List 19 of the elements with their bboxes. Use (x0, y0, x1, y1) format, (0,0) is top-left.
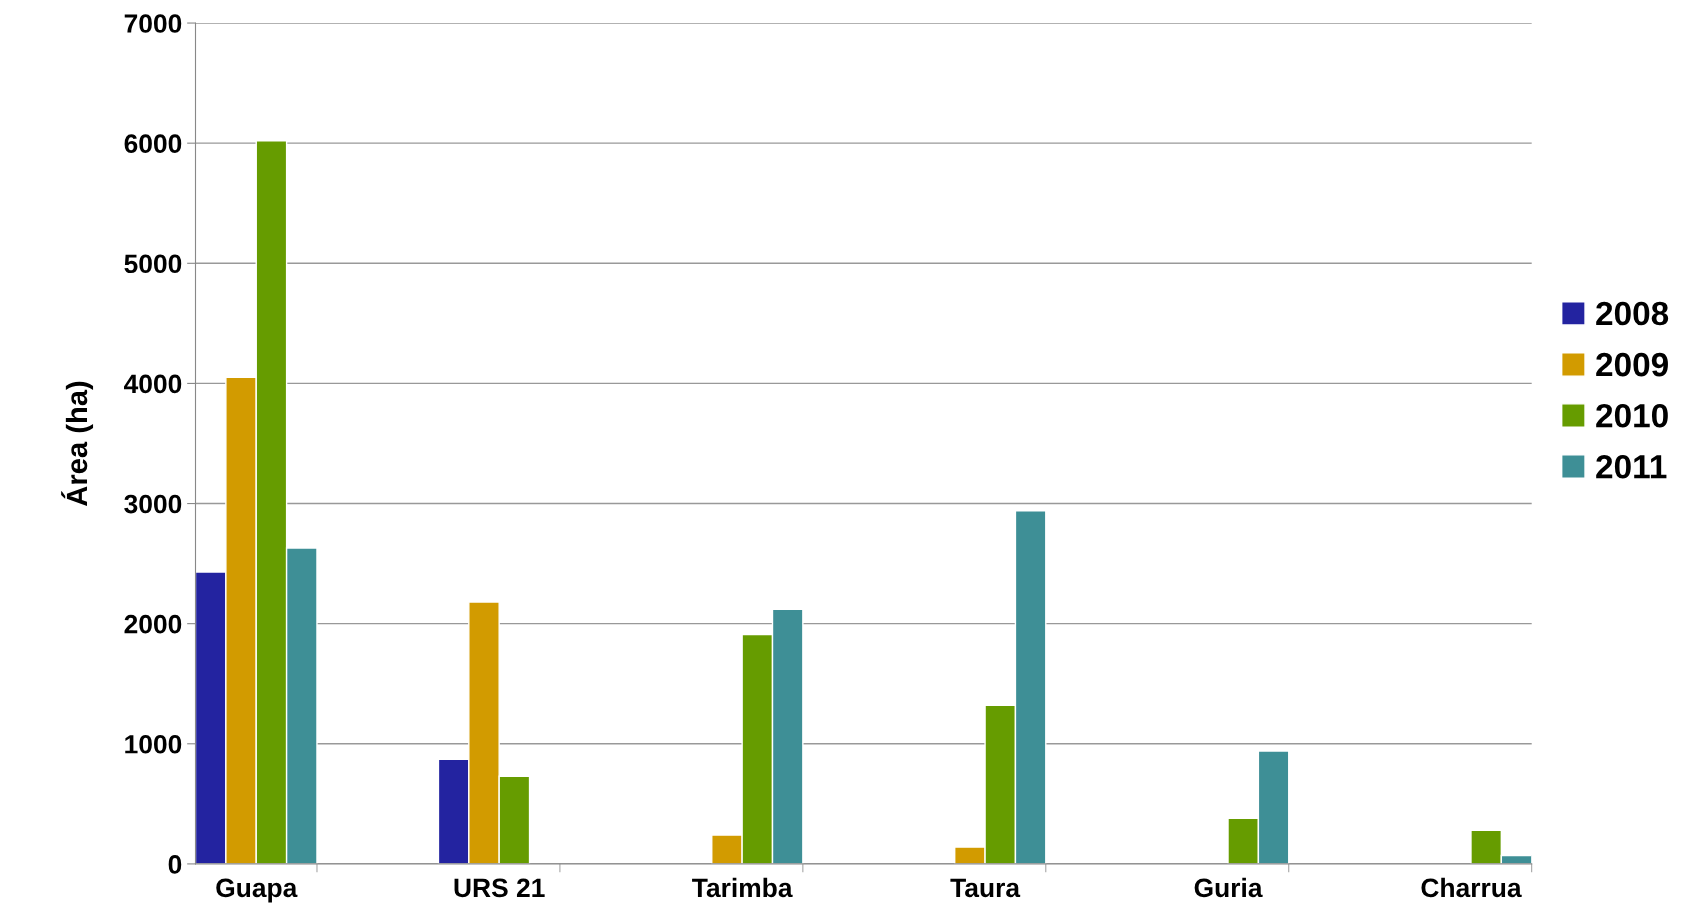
x-tick-label: Taura (950, 878, 1021, 898)
x-tick-label: URS 21 (454, 878, 545, 898)
x-tick-label: Charrua (1421, 877, 1522, 898)
y-tick-label: 1000 (125, 734, 182, 754)
y-tick-label: 4000 (124, 374, 182, 394)
legend-label: 2008 (1596, 301, 1669, 326)
y-tick-label: 6000 (124, 134, 182, 153)
y-tick-label: 5000 (124, 254, 182, 274)
x-tick-label: Guapa (216, 878, 298, 903)
legend-label: 2009 (1596, 352, 1668, 377)
y-tick-label: 0 (168, 855, 182, 874)
x-tick-label: Tarimba (692, 877, 793, 898)
y-tick-label: 2000 (124, 614, 182, 634)
x-tick-label: Guria (1194, 877, 1263, 898)
y-axis-title: Área (ha) (61, 381, 94, 506)
legend-label: 2011 (1596, 454, 1667, 479)
y-tick-label: 7000 (124, 14, 182, 33)
legend-label: 2010 (1596, 403, 1668, 428)
y-tick-label: 3000 (124, 494, 182, 514)
